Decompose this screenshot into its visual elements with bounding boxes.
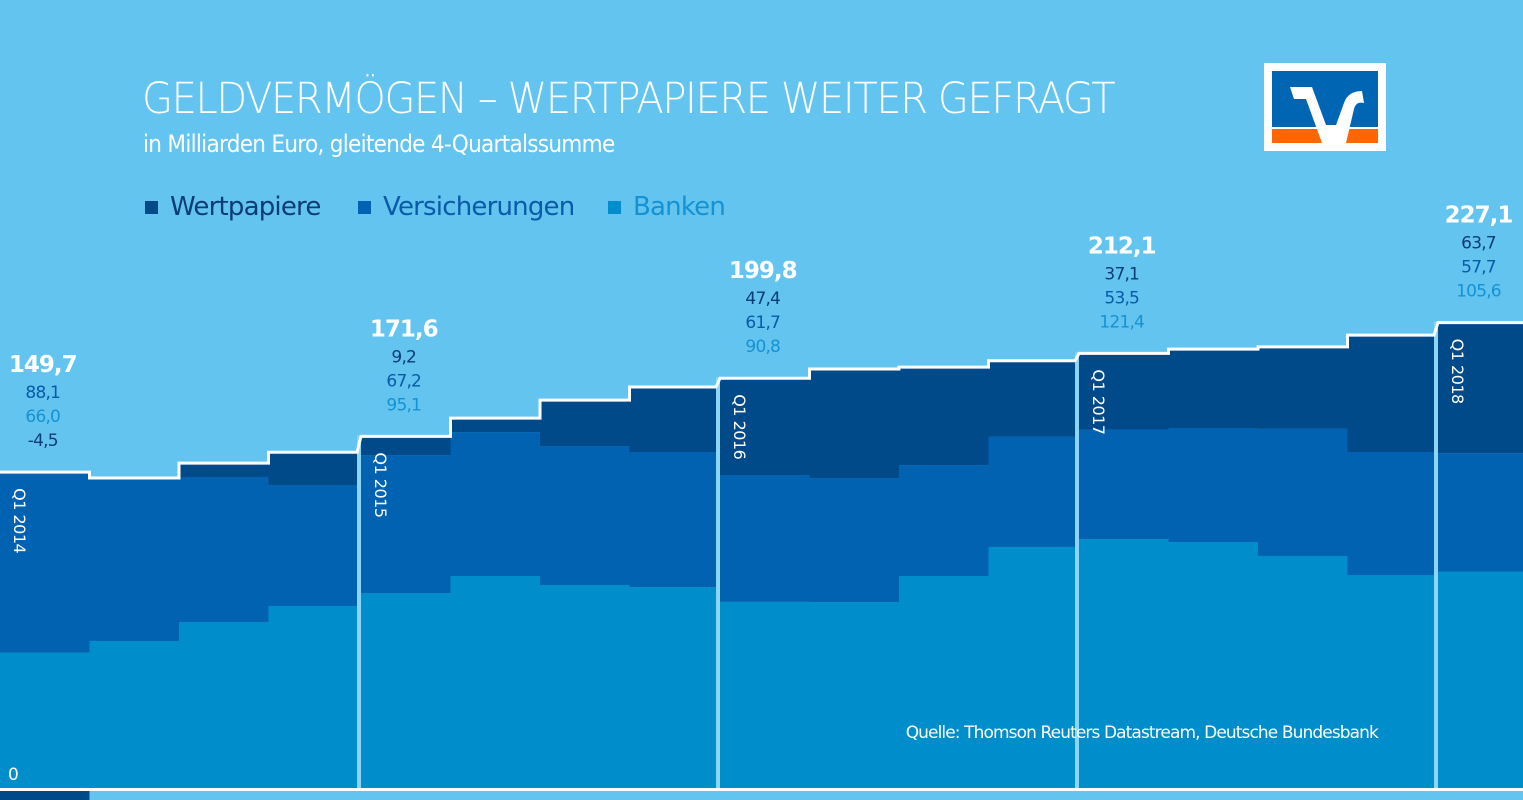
bar-versicherungen	[361, 455, 451, 594]
value-label-banken: 121,4	[1099, 312, 1144, 332]
quarter-label: Q1 2018	[1448, 339, 1467, 404]
legend-label: Versicherungen	[383, 192, 575, 222]
bar-banken	[629, 587, 716, 788]
bar-banken	[450, 576, 540, 788]
value-label-wertpapiere: -4,5	[28, 431, 58, 451]
bar-versicherungen	[988, 436, 1075, 547]
bar-versicherungen	[1079, 429, 1169, 540]
legend-item-wertpapiere: Wertpapiere	[145, 192, 321, 222]
legend-swatch-wertpapiere	[145, 200, 158, 214]
bar-wertpapiere	[1438, 322, 1523, 454]
year-separator	[1434, 321, 1438, 788]
legend-item-versicherungen: Versicherungen	[358, 192, 575, 222]
year-separator	[357, 435, 361, 788]
bar-wertpapiere	[809, 368, 899, 479]
bar-wertpapiere	[899, 367, 989, 466]
total-label: 227,1	[1445, 203, 1513, 229]
logo-graphic	[1272, 71, 1378, 143]
bar-wertpapiere	[361, 436, 451, 456]
bar-banken	[720, 601, 810, 788]
bar-versicherungen	[89, 478, 179, 642]
bar-wertpapiere	[720, 378, 810, 476]
bar-versicherungen	[899, 465, 989, 577]
bar-wertpapiere	[1168, 349, 1258, 429]
bar-wertpapiere	[1347, 335, 1434, 453]
total-label: 171,6	[370, 316, 438, 342]
legend-item-banken: Banken	[608, 192, 726, 222]
bar-banken	[179, 621, 269, 788]
bar-banken	[0, 652, 90, 788]
bar-wertpapiere	[450, 418, 540, 433]
bar-versicherungen	[268, 485, 357, 606]
zero-baseline	[0, 788, 1523, 791]
bar-versicherungen	[1168, 428, 1258, 542]
value-label-wertpapiere: 47,4	[745, 289, 780, 309]
bar-banken	[809, 602, 899, 788]
year-separator	[716, 377, 720, 788]
value-label-versicherungen: 53,5	[1104, 288, 1139, 308]
bar-versicherungen	[540, 446, 630, 586]
value-label-versicherungen: 57,7	[1461, 258, 1496, 278]
bar-wertpapiere	[988, 360, 1075, 437]
bar-versicherungen	[179, 477, 269, 622]
legend-swatch-banken	[608, 200, 621, 214]
total-label: 212,1	[1088, 233, 1156, 259]
volksbank-logo	[1264, 63, 1386, 151]
legend-swatch-versicherungen	[358, 200, 371, 214]
bar-wertpapiere	[629, 387, 716, 453]
bar-banken	[1168, 542, 1258, 788]
legend-label: Wertpapiere	[170, 192, 321, 222]
bar-versicherungen	[1258, 428, 1348, 556]
value-label-banken: 66,0	[25, 407, 60, 427]
value-label-versicherungen: 61,7	[745, 313, 780, 333]
quarter-label: Q1 2015	[371, 452, 390, 517]
quarter-label: Q1 2017	[1089, 369, 1108, 434]
bar-versicherungen	[720, 475, 810, 602]
bar-banken	[1258, 555, 1348, 788]
year-separator	[1075, 352, 1079, 788]
zero-tick-label: 0	[8, 765, 19, 785]
source-note: Quelle: Thomson Reuters Datastream, Deut…	[906, 723, 1379, 743]
quarter-label: Q1 2014	[10, 488, 29, 553]
bar-wertpapiere	[1258, 346, 1348, 429]
bar-versicherungen	[809, 478, 899, 603]
value-label-wertpapiere: 9,2	[391, 347, 416, 367]
bar-banken	[1438, 571, 1523, 788]
value-label-banken: 90,8	[745, 337, 780, 357]
bar-banken	[1347, 575, 1434, 788]
bar-wertpapiere	[179, 463, 269, 478]
bar-versicherungen	[1347, 452, 1434, 576]
bar-wertpapiere	[1079, 353, 1169, 430]
bar-wertpapiere-negative	[0, 791, 90, 800]
bar-versicherungen	[450, 432, 540, 577]
value-label-wertpapiere: 63,7	[1461, 234, 1496, 254]
chart-title: GELDVERMÖGEN – WERTPAPIERE WEITER GEFRAG…	[142, 74, 1116, 124]
bar-banken	[899, 576, 989, 788]
chart-subtitle: in Milliarden Euro, gleitende 4-Quartals…	[143, 130, 615, 158]
value-label-banken: 105,6	[1456, 282, 1501, 302]
bar-wertpapiere	[540, 400, 630, 447]
bar-wertpapiere	[268, 452, 357, 486]
value-label-wertpapiere: 37,1	[1104, 264, 1139, 284]
bar-versicherungen	[0, 472, 90, 653]
bar-versicherungen	[629, 452, 716, 588]
total-label: 149,7	[9, 352, 77, 378]
value-label-versicherungen: 67,2	[386, 371, 421, 391]
bar-banken	[268, 605, 357, 788]
total-step-line	[0, 321, 1523, 480]
bar-banken	[1079, 539, 1169, 788]
bar-versicherungen	[1438, 453, 1523, 572]
bar-banken	[988, 546, 1075, 788]
bar-banken	[540, 585, 630, 788]
value-label-banken: 95,1	[386, 395, 421, 415]
bar-banken	[89, 641, 179, 788]
total-label: 199,8	[729, 258, 797, 284]
value-label-versicherungen: 88,1	[25, 383, 60, 403]
legend-label: Banken	[633, 192, 726, 222]
quarter-label: Q1 2016	[730, 394, 749, 459]
bar-banken	[361, 593, 451, 788]
